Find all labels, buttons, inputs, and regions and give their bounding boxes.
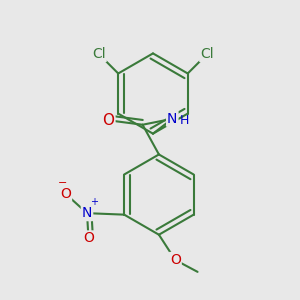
Text: H: H (180, 114, 190, 127)
Text: N: N (82, 206, 92, 220)
Text: O: O (102, 113, 114, 128)
Text: +: + (90, 197, 98, 207)
Text: Cl: Cl (200, 47, 214, 61)
Text: O: O (60, 187, 71, 201)
Text: −: − (57, 178, 67, 188)
Text: Cl: Cl (92, 47, 106, 61)
Text: N: N (167, 112, 178, 126)
Text: O: O (83, 231, 94, 245)
Text: O: O (170, 253, 181, 267)
